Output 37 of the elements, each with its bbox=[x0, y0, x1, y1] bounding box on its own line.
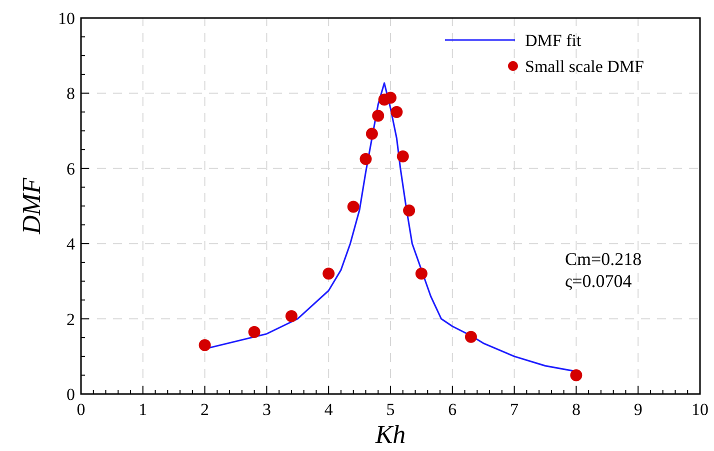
y-tick-label: 10 bbox=[58, 9, 75, 28]
x-tick-label: 3 bbox=[262, 400, 271, 419]
x-tick-label: 8 bbox=[572, 400, 580, 419]
point bbox=[347, 200, 360, 213]
point bbox=[198, 339, 211, 352]
x-axis-title: Kh bbox=[374, 420, 406, 449]
point bbox=[403, 204, 416, 217]
y-tick-label: 0 bbox=[66, 385, 75, 404]
point bbox=[366, 128, 378, 140]
point bbox=[464, 330, 477, 343]
y-tick-label: 8 bbox=[66, 84, 75, 104]
point bbox=[570, 369, 582, 382]
x-tick-label: 2 bbox=[200, 400, 210, 419]
point bbox=[415, 268, 428, 280]
x-tick-label: 10 bbox=[692, 400, 708, 419]
point bbox=[322, 268, 335, 280]
point bbox=[360, 153, 372, 165]
point bbox=[390, 106, 403, 118]
legend-label: DMF fit bbox=[525, 31, 582, 50]
x-tick-label: 4 bbox=[324, 400, 334, 419]
annotation: ς=0.0704 bbox=[565, 271, 632, 291]
x-tick-label: 1 bbox=[138, 400, 148, 419]
x-tick-label: 7 bbox=[510, 400, 520, 419]
y-axis-title: DMF bbox=[17, 176, 46, 236]
x-tick-label: 5 bbox=[386, 400, 395, 419]
point bbox=[248, 326, 260, 338]
x-tick-label: 9 bbox=[634, 400, 642, 419]
legend-label: Small scale DMF bbox=[525, 57, 644, 76]
point bbox=[384, 92, 396, 104]
x-tick-label: 6 bbox=[448, 400, 457, 419]
annotation: Cm=0.218 bbox=[565, 249, 642, 269]
y-tick-label: 2 bbox=[66, 310, 75, 329]
point bbox=[285, 310, 298, 322]
point bbox=[372, 110, 384, 122]
y-tick-label: 6 bbox=[66, 159, 75, 178]
point bbox=[396, 150, 409, 162]
y-tick-label: 4 bbox=[66, 234, 76, 254]
